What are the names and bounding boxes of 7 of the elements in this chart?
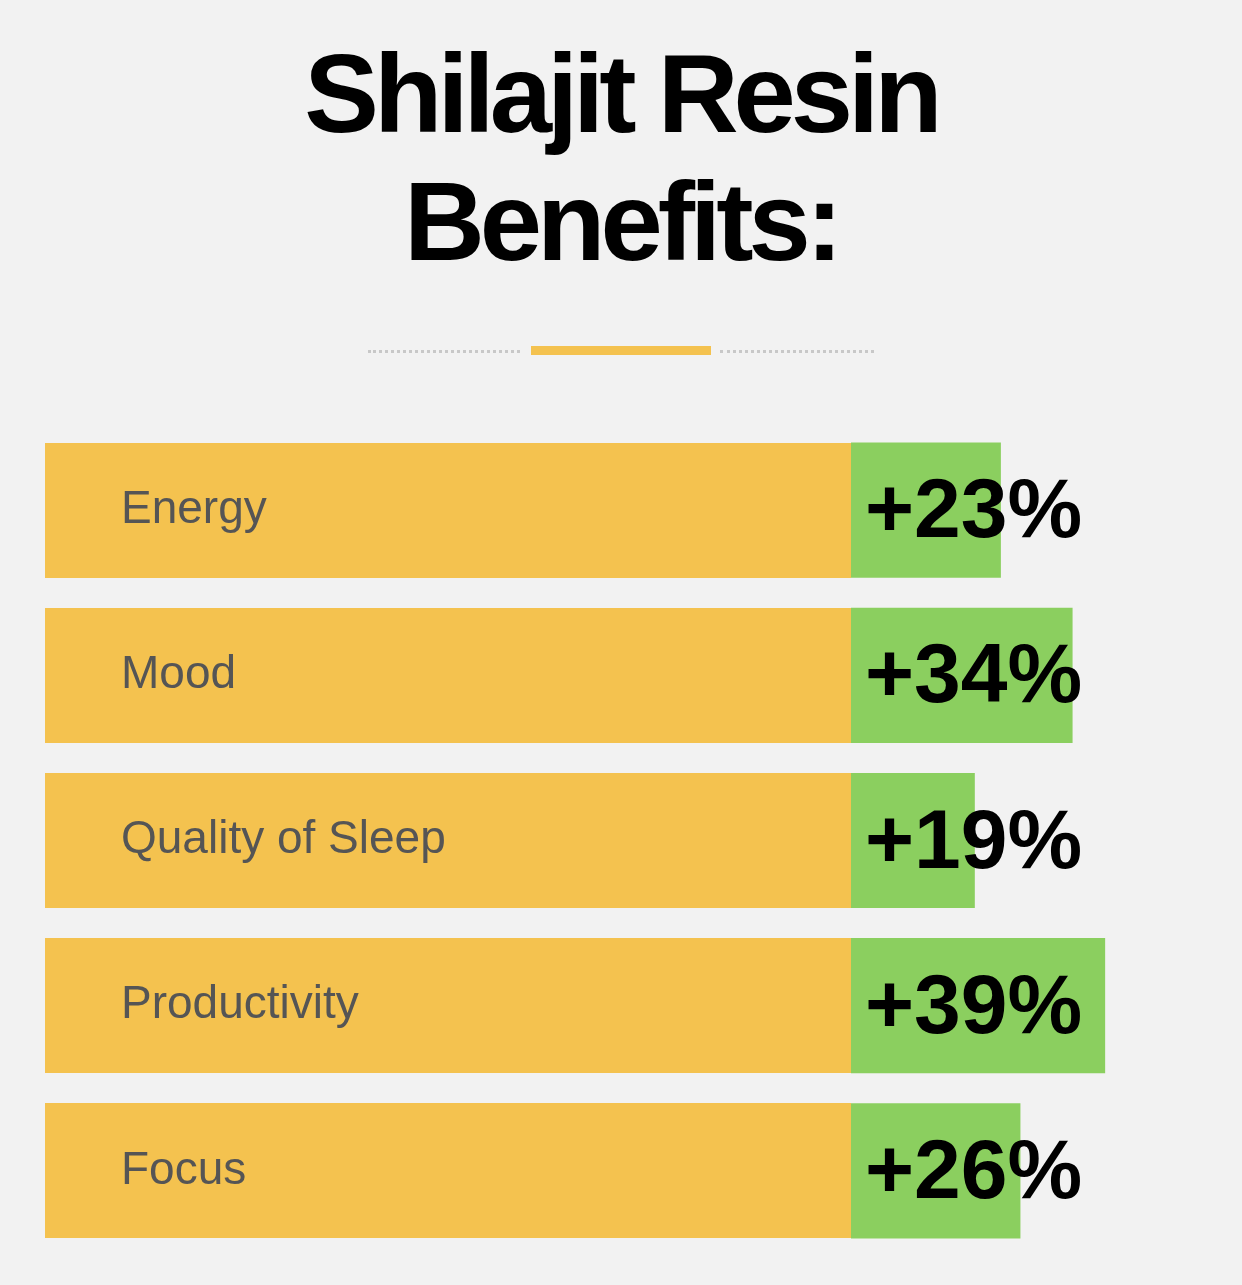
y-tick-label: Mood <box>121 646 237 699</box>
y-tick-label: Productivity <box>121 976 359 1029</box>
y-tick-label: Focus <box>121 1141 247 1194</box>
y-tick-label: Quality of Sleep <box>121 811 446 864</box>
y-tick-label: Energy <box>121 480 267 533</box>
chart-title: Shilajit Resin Benefits: <box>303 30 939 286</box>
data-label: +39% <box>865 956 1083 1051</box>
